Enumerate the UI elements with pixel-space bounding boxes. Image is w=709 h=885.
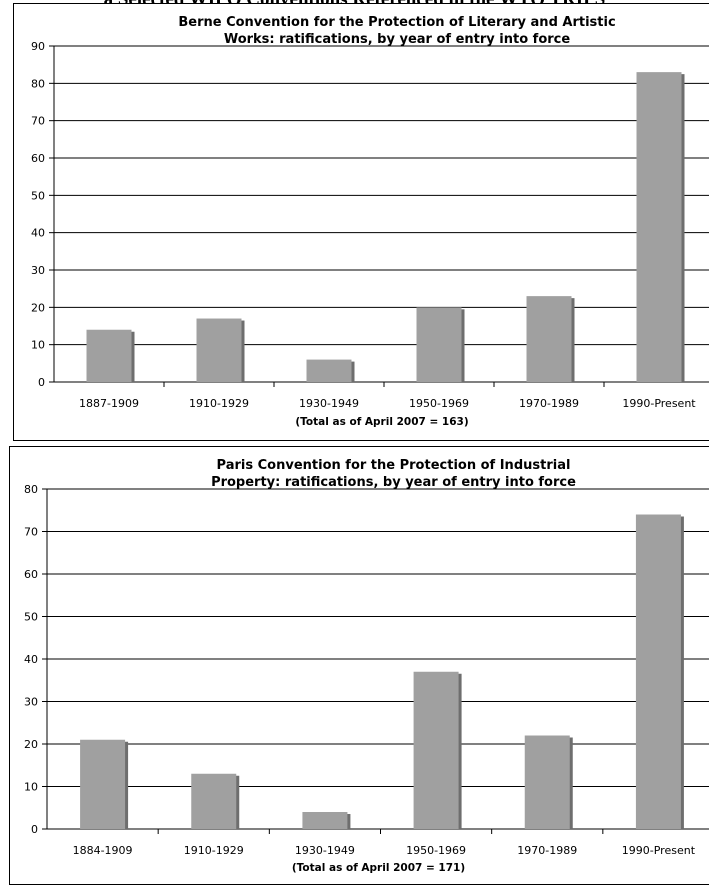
paris-category-label: 1990-Present bbox=[622, 844, 696, 857]
berne-y-tick-label: 60 bbox=[31, 152, 45, 165]
berne-bar bbox=[86, 329, 132, 382]
berne-bar bbox=[526, 296, 572, 382]
berne-title-line: Works: ratifications, by year of entry i… bbox=[224, 32, 571, 47]
berne-category-label: 1990-Present bbox=[622, 397, 696, 410]
berne-category-label: 1910-1929 bbox=[189, 397, 249, 410]
paris-chart-svg: Paris Convention for the Protection of I… bbox=[24, 458, 709, 874]
paris-y-tick-label: 60 bbox=[24, 568, 38, 581]
paris-y-tick-label: 40 bbox=[24, 653, 38, 666]
berne-bar bbox=[196, 318, 242, 382]
berne-title-line: Berne Convention for the Protection of L… bbox=[178, 15, 615, 30]
paris-title-line: Property: ratifications, by year of entr… bbox=[211, 475, 576, 490]
paris-title-line: Paris Convention for the Protection of I… bbox=[217, 458, 571, 473]
berne-chart-svg: Berne Convention for the Protection of L… bbox=[31, 15, 709, 428]
paris-bar bbox=[524, 735, 570, 829]
berne-y-tick-label: 40 bbox=[31, 227, 45, 240]
berne-y-tick-label: 10 bbox=[31, 339, 45, 352]
paris-y-tick-label: 20 bbox=[24, 738, 38, 751]
berne-y-tick-label: 70 bbox=[31, 115, 45, 128]
berne-category-label: 1950-1969 bbox=[409, 397, 469, 410]
berne-chart: Berne Convention for the Protection of L… bbox=[13, 3, 709, 441]
paris-category-label: 1950-1969 bbox=[406, 844, 466, 857]
berne-y-tick-label: 30 bbox=[31, 264, 45, 277]
paris-category-label: 1884-1909 bbox=[73, 844, 133, 857]
berne-y-tick-label: 0 bbox=[38, 376, 45, 389]
berne-y-tick-label: 20 bbox=[31, 301, 45, 314]
berne-category-label: 1970-1989 bbox=[519, 397, 579, 410]
berne-x-axis-caption: (Total as of April 2007 = 163) bbox=[295, 416, 468, 428]
paris-category-label: 1910-1929 bbox=[184, 844, 244, 857]
paris-y-tick-label: 0 bbox=[31, 823, 38, 836]
berne-y-tick-label: 80 bbox=[31, 77, 45, 90]
paris-x-axis-caption: (Total as of April 2007 = 171) bbox=[292, 862, 465, 874]
paris-category-label: 1970-1989 bbox=[517, 844, 577, 857]
paris-bar bbox=[413, 671, 459, 829]
berne-y-tick-label: 50 bbox=[31, 189, 45, 202]
berne-y-tick-label: 90 bbox=[31, 40, 45, 53]
berne-category-label: 1887-1909 bbox=[79, 397, 139, 410]
berne-bar bbox=[306, 359, 352, 382]
paris-y-tick-label: 80 bbox=[24, 483, 38, 496]
berne-bar bbox=[636, 72, 682, 382]
paris-bar bbox=[80, 739, 126, 829]
paris-y-tick-label: 30 bbox=[24, 696, 38, 709]
paris-bar bbox=[302, 812, 348, 829]
paris-bar bbox=[635, 514, 681, 829]
paris-chart: Paris Convention for the Protection of I… bbox=[9, 446, 709, 885]
paris-y-tick-label: 50 bbox=[24, 611, 38, 624]
paris-y-tick-label: 10 bbox=[24, 781, 38, 794]
paris-category-label: 1930-1949 bbox=[295, 844, 355, 857]
berne-bar bbox=[416, 307, 462, 382]
paris-bar bbox=[191, 773, 237, 829]
paris-y-tick-label: 70 bbox=[24, 526, 38, 539]
berne-category-label: 1930-1949 bbox=[299, 397, 359, 410]
